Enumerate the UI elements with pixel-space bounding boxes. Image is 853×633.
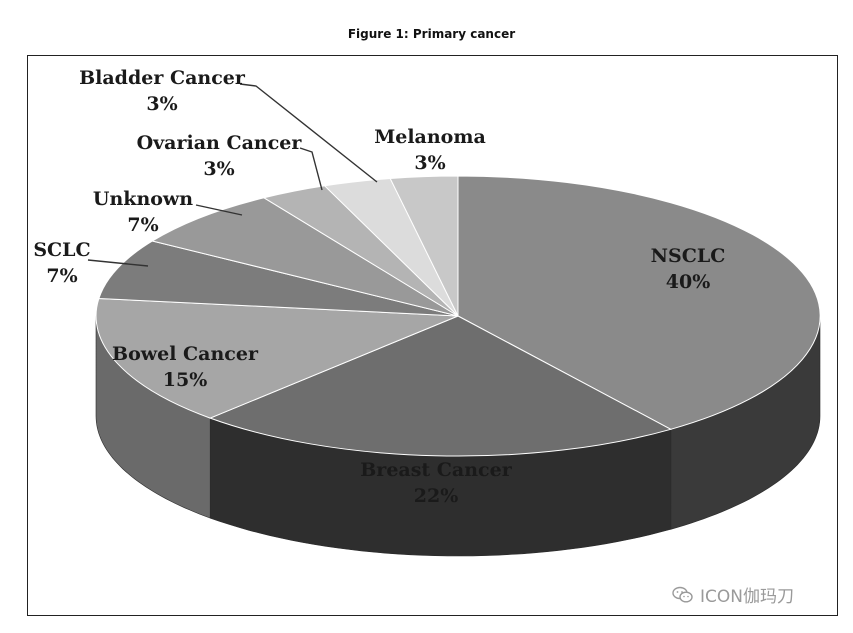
watermark: ICON伽玛刀 (672, 582, 794, 607)
slice-percent-bladder-cancer: 3% (146, 93, 177, 115)
slice-percent-ovarian-cancer: 3% (203, 158, 234, 180)
leader-lines (87, 83, 378, 267)
pie-sides (95, 315, 821, 557)
slice-label-bowel-cancer: Bowel Cancer (112, 343, 259, 365)
pie-slice-nsclc (457, 175, 821, 430)
slice-percent-nsclc: 40% (666, 271, 711, 293)
leader-line-ovarian-cancer (299, 147, 323, 191)
pie-slice-bowel-cancer (95, 297, 459, 419)
pie-slice-melanoma (389, 175, 459, 317)
slice-label-breast-cancer: Breast Cancer (360, 459, 512, 481)
slice-label-bladder-cancer: Bladder Cancer (79, 67, 246, 89)
figure-title: Figure 1: Primary cancer (347, 27, 516, 41)
watermark-text: ICON伽玛刀 (700, 587, 794, 607)
pie-tops (95, 175, 821, 457)
slice-label-nsclc: NSCLC (651, 245, 726, 267)
slice-label-ovarian-cancer: Ovarian Cancer (137, 132, 303, 154)
leader-line-sclc (87, 259, 149, 267)
slice-label-melanoma: Melanoma (374, 126, 486, 148)
slice-percent-melanoma: 3% (414, 152, 445, 174)
slice-label-sclc: SCLC (33, 239, 90, 261)
slice-percent-bowel-cancer: 15% (163, 369, 208, 391)
slice-label-unknown: Unknown (93, 188, 193, 210)
pie-labels: NSCLC 40% Breast Cancer 22% Bowel Cancer 15% S… (33, 67, 725, 507)
wechat-icon (672, 586, 693, 603)
pie-slice-unknown (151, 197, 459, 317)
pie-slice-sclc (98, 240, 459, 317)
pie-slice-breast-cancer (208, 315, 673, 457)
slice-percent-breast-cancer: 22% (414, 485, 459, 507)
slice-percent-unknown: 7% (127, 214, 158, 236)
leader-line-unknown (195, 204, 243, 216)
leader-line-bladder-cancer (239, 83, 378, 183)
slice-percent-sclc: 7% (46, 265, 77, 287)
